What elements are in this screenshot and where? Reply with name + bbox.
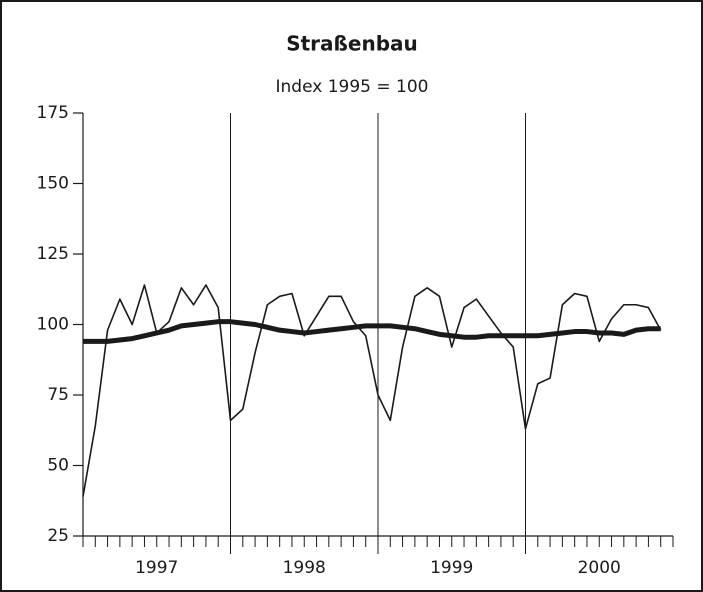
trend-line bbox=[83, 319, 661, 344]
chart-subtitle: Index 1995 = 100 bbox=[276, 77, 429, 97]
y-tick-label: 150 bbox=[37, 174, 69, 194]
y-tick-label: 25 bbox=[47, 526, 69, 546]
x-tick-label: 1998 bbox=[283, 558, 326, 578]
y-tick-label: 75 bbox=[47, 385, 69, 405]
chart-title: Straßenbau bbox=[286, 32, 418, 56]
y-tick-label: 125 bbox=[37, 244, 69, 264]
x-tick-label: 2000 bbox=[578, 558, 621, 578]
y-tick-label: 50 bbox=[47, 456, 69, 476]
y-tick-label: 175 bbox=[37, 103, 69, 123]
x-tick-label: 1997 bbox=[135, 558, 178, 578]
x-tick-label: 1999 bbox=[430, 558, 473, 578]
y-tick-label: 100 bbox=[37, 315, 69, 335]
series-line bbox=[82, 284, 662, 497]
